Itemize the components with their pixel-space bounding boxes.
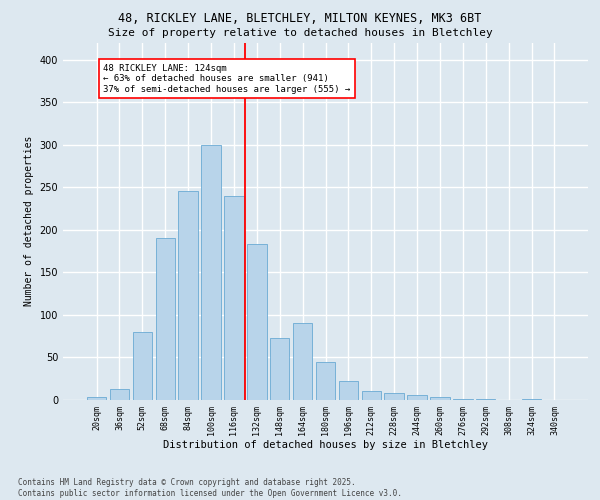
Text: 48, RICKLEY LANE, BLETCHLEY, MILTON KEYNES, MK3 6BT: 48, RICKLEY LANE, BLETCHLEY, MILTON KEYN… — [118, 12, 482, 26]
Bar — [430, 398, 449, 400]
Bar — [362, 392, 381, 400]
Bar — [133, 332, 152, 400]
Bar — [202, 144, 221, 400]
X-axis label: Distribution of detached houses by size in Bletchley: Distribution of detached houses by size … — [163, 440, 488, 450]
Bar — [87, 398, 106, 400]
Bar — [407, 395, 427, 400]
Text: Size of property relative to detached houses in Bletchley: Size of property relative to detached ho… — [107, 28, 493, 38]
Text: 48 RICKLEY LANE: 124sqm
← 63% of detached houses are smaller (941)
37% of semi-d: 48 RICKLEY LANE: 124sqm ← 63% of detache… — [103, 64, 351, 94]
Bar — [155, 238, 175, 400]
Bar — [293, 324, 313, 400]
Bar — [453, 399, 473, 400]
Bar — [178, 192, 198, 400]
Bar — [110, 389, 129, 400]
Bar — [270, 338, 289, 400]
Bar — [522, 399, 541, 400]
Text: Contains HM Land Registry data © Crown copyright and database right 2025.
Contai: Contains HM Land Registry data © Crown c… — [18, 478, 402, 498]
Bar — [476, 399, 496, 400]
Y-axis label: Number of detached properties: Number of detached properties — [24, 136, 34, 306]
Bar — [338, 382, 358, 400]
Bar — [247, 244, 266, 400]
Bar — [316, 362, 335, 400]
Bar — [385, 393, 404, 400]
Bar — [224, 196, 244, 400]
